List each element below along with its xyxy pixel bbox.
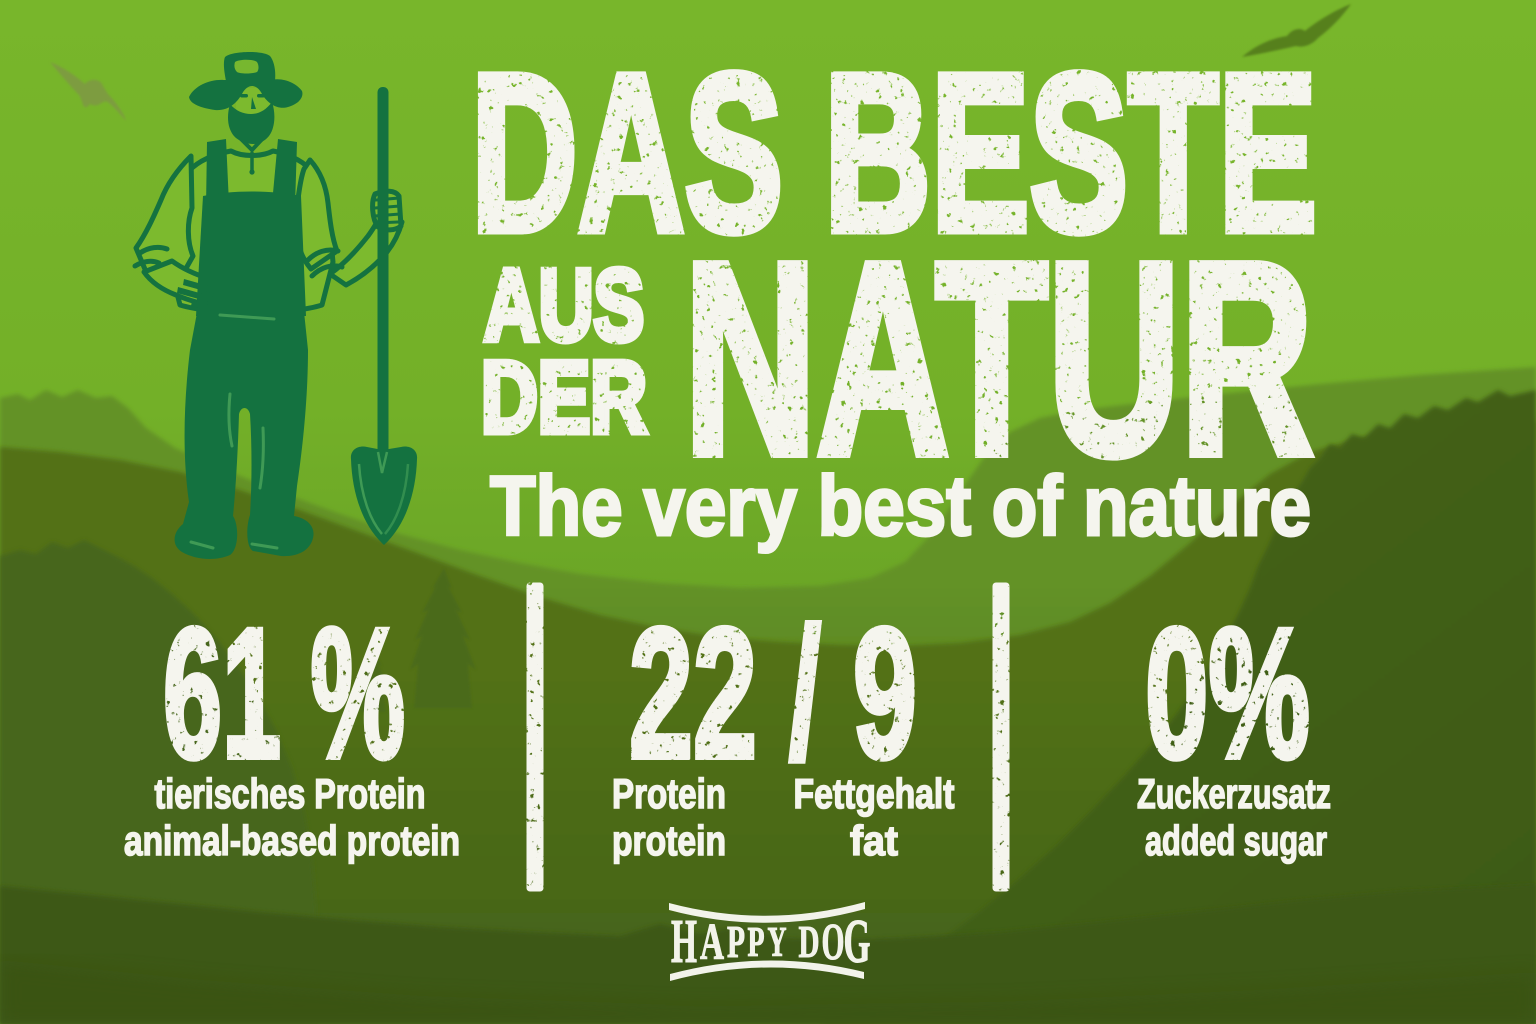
svg-text:Protein: Protein — [612, 770, 726, 817]
svg-text:animal-based protein: animal-based protein — [124, 817, 460, 864]
svg-text:DAS BESTE: DAS BESTE — [471, 28, 1317, 278]
svg-text:The very best of nature: The very best of nature — [490, 459, 1311, 553]
svg-text:AUS: AUS — [484, 250, 644, 362]
svg-text:O: O — [822, 914, 845, 971]
svg-text:22 / 9: 22 / 9 — [629, 591, 917, 797]
svg-text:61 %: 61 % — [163, 591, 405, 797]
svg-text:D: D — [799, 917, 820, 967]
svg-text:0%: 0% — [1145, 591, 1310, 797]
svg-text:P: P — [748, 920, 765, 966]
svg-text:DER: DER — [481, 342, 647, 454]
svg-text:tierisches Protein: tierisches Protein — [155, 770, 426, 817]
svg-text:added sugar: added sugar — [1145, 817, 1327, 864]
svg-text:G: G — [844, 908, 871, 976]
svg-text:Y: Y — [768, 920, 787, 966]
svg-text:A: A — [700, 914, 724, 971]
svg-text:H: H — [671, 908, 697, 976]
svg-text:fat: fat — [850, 817, 898, 864]
svg-text:Zuckerzusatz: Zuckerzusatz — [1137, 770, 1331, 817]
svg-text:Fettgehalt: Fettgehalt — [794, 770, 955, 817]
svg-text:NATUR: NATUR — [684, 206, 1313, 511]
svg-text:protein: protein — [612, 817, 726, 864]
svg-text:P: P — [727, 917, 745, 967]
